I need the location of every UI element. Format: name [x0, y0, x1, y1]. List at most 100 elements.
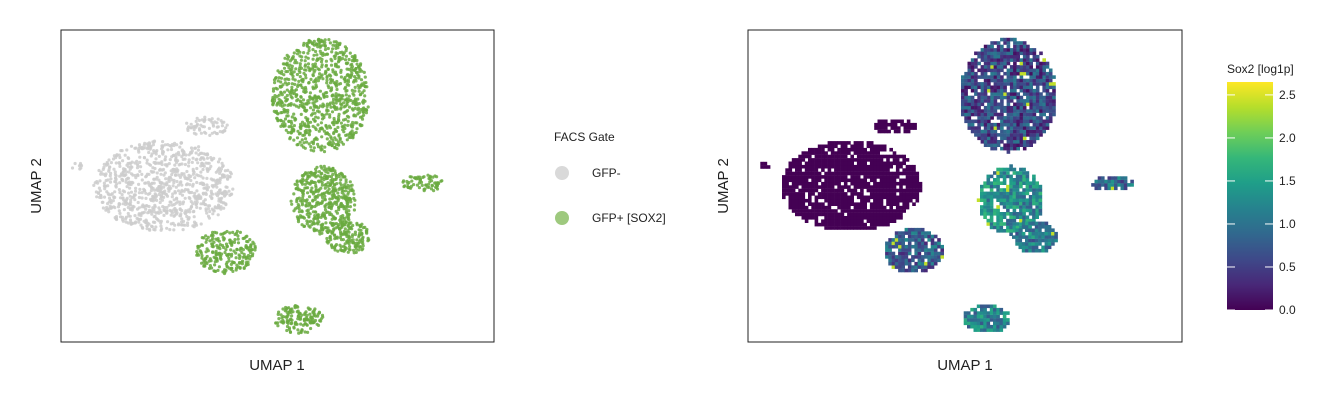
heatmap-cell: [837, 192, 841, 196]
scatter-point: [187, 190, 191, 194]
heatmap-cell: [1015, 205, 1020, 209]
scatter-point: [307, 128, 312, 132]
heatmap-cell: [1000, 44, 1004, 49]
heatmap-cell: [983, 136, 988, 141]
heatmap-cell: [1013, 102, 1017, 107]
heatmap-cell: [989, 208, 994, 213]
heatmap-cell: [873, 205, 877, 210]
heatmap-cell: [1013, 109, 1017, 113]
heatmap-cell: [830, 212, 835, 217]
heatmap-cell: [840, 209, 845, 213]
heatmap-cell: [983, 126, 988, 130]
scatter-point: [306, 204, 310, 208]
heatmap-cell: [889, 147, 893, 152]
heatmap-cell: [1035, 119, 1040, 124]
heatmap-cell: [1022, 143, 1027, 147]
scatter-point: [351, 189, 355, 193]
heatmap-cell: [1035, 85, 1040, 90]
heatmap-cell: [980, 191, 984, 196]
heatmap-cell: [993, 126, 998, 130]
scatter-point: [299, 122, 303, 126]
scatter-point: [308, 182, 312, 186]
scatter-point: [292, 138, 296, 142]
scatter-point: [319, 52, 323, 56]
scatter-point: [306, 51, 310, 55]
heatmap-cell: [873, 175, 877, 179]
heatmap-cell: [827, 168, 832, 172]
heatmap-cell: [999, 195, 1004, 199]
heatmap-cell: [853, 192, 858, 196]
heatmap-cell: [920, 231, 925, 235]
scatter-point: [413, 176, 417, 180]
scatter-point: [276, 79, 280, 83]
heatmap-cell: [964, 95, 968, 100]
heatmap-cell: [1003, 41, 1007, 45]
heatmap-cell: [876, 151, 880, 155]
heatmap-cell: [834, 226, 838, 230]
scatter-point: [209, 156, 213, 160]
heatmap-cell: [933, 234, 938, 239]
scatter-point: [137, 195, 141, 200]
heatmap-cell: [901, 261, 905, 266]
heatmap-cell: [909, 195, 913, 200]
scatter-point: [305, 323, 309, 327]
scatter-point: [327, 38, 331, 42]
heatmap-cell: [993, 71, 998, 76]
scatter-point: [234, 256, 238, 260]
scatter-point: [214, 253, 218, 257]
heatmap-cell: [999, 318, 1004, 322]
scatter-point: [179, 141, 183, 145]
scatter-point: [347, 230, 351, 234]
heatmap-cell: [1039, 102, 1043, 107]
scatter-point: [287, 77, 291, 82]
heatmap-cell: [902, 154, 906, 159]
heatmap-cell: [824, 198, 828, 203]
scatter-point: [325, 52, 330, 56]
heatmap-cell: [886, 188, 890, 193]
scatter-point: [290, 57, 294, 61]
heatmap-cell: [876, 154, 880, 159]
heatmap-cell: [900, 119, 904, 124]
heatmap-cell: [1016, 112, 1020, 117]
heatmap-cell: [961, 95, 965, 100]
heatmap-cell: [811, 161, 815, 166]
scatter-point: [151, 220, 156, 224]
heatmap-cell: [1041, 238, 1045, 243]
heatmap-cell: [1013, 61, 1017, 66]
scatter-point: [158, 200, 162, 205]
scatter-point: [334, 73, 338, 77]
heatmap-cell: [990, 88, 994, 93]
heatmap-cell: [886, 192, 890, 196]
heatmap-cell: [906, 129, 911, 134]
heatmap-cell: [1045, 85, 1050, 90]
heatmap-cell: [986, 174, 991, 179]
heatmap-cell: [999, 225, 1004, 230]
heatmap-cell: [827, 141, 832, 145]
scatter-point: [228, 241, 232, 245]
heatmap-cell: [930, 251, 935, 256]
heatmap-cell: [1009, 119, 1014, 124]
heatmap-cell: [899, 216, 903, 220]
heatmap-cell: [974, 119, 978, 124]
heatmap-cell: [791, 178, 796, 183]
heatmap-cell: [901, 241, 905, 246]
scatter-point: [189, 178, 193, 183]
heatmap-cell: [996, 65, 1001, 69]
heatmap-cell: [827, 195, 832, 200]
heatmap-cell: [1045, 88, 1050, 93]
heatmap-cell: [907, 241, 912, 246]
heatmap-cell: [989, 198, 994, 202]
scatter-point: [415, 183, 419, 187]
heatmap-cell: [1052, 95, 1056, 100]
heatmap-cell: [1039, 51, 1043, 56]
heatmap-cell: [1035, 75, 1040, 79]
scatter-point: [330, 110, 335, 114]
heatmap-cell: [860, 192, 864, 196]
scatter-point: [348, 245, 352, 249]
heatmap-cell: [895, 198, 900, 203]
heatmap-cell: [804, 161, 809, 166]
scatter-point: [364, 111, 368, 115]
scatter-point: [282, 90, 287, 94]
heatmap-cell: [821, 219, 825, 223]
scatter-point: [357, 70, 361, 74]
